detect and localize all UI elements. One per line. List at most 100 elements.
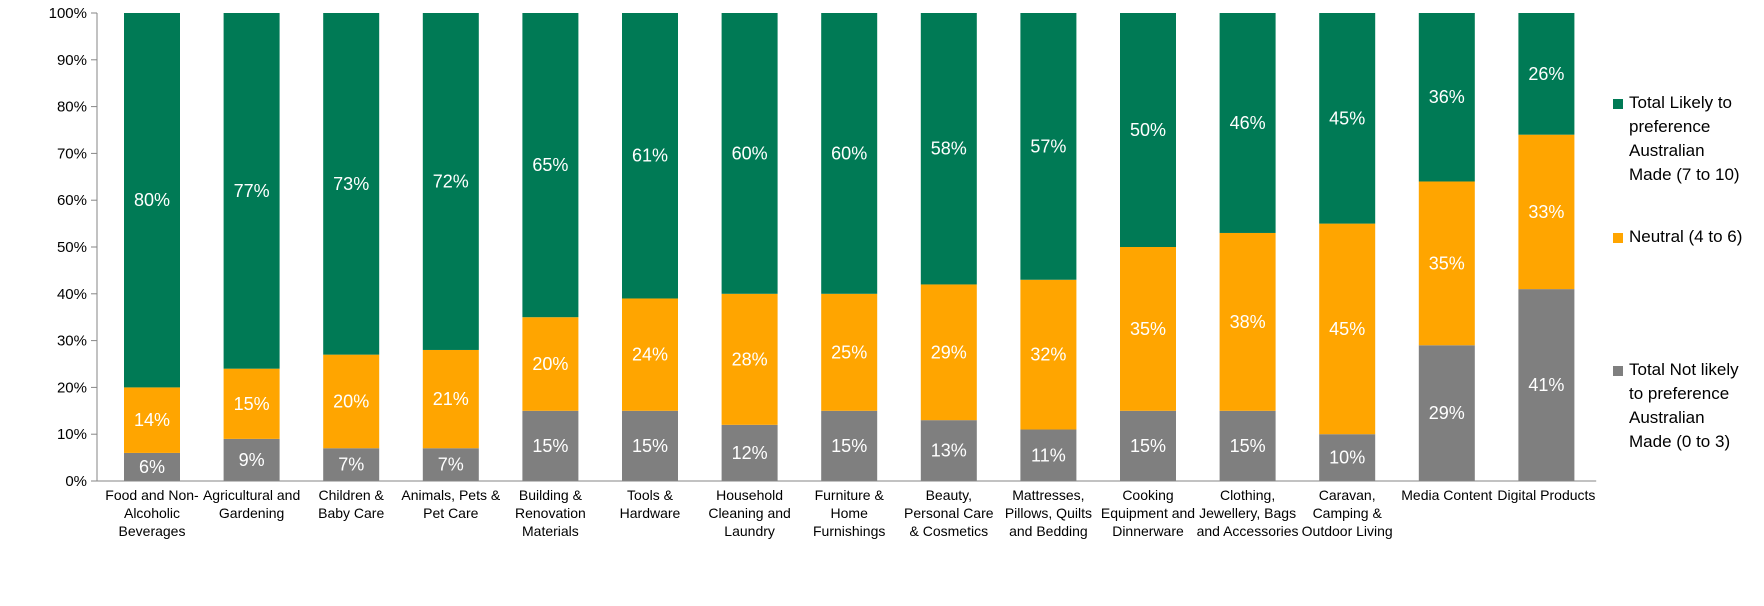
x-category-label: Caravan, Camping & Outdoor Living — [1302, 487, 1393, 539]
bar-segment — [721, 424, 778, 481]
bar-stack: 13% 29% 58% — [920, 13, 977, 481]
data-label: 26% — [1528, 64, 1564, 84]
bar-segment — [1518, 289, 1575, 481]
data-label: 15% — [632, 436, 668, 456]
x-category-label: Agricultural and Gardening — [203, 487, 300, 521]
bar-stack: 11% 32% 57% — [1020, 13, 1077, 481]
data-label: 77% — [234, 181, 270, 201]
bar-stack: 6% 14% 80% — [124, 13, 180, 481]
bar-segment — [1219, 232, 1276, 411]
bar-segment — [522, 410, 579, 481]
bar-segment — [1518, 13, 1575, 135]
x-category-label: Media Content — [1401, 487, 1492, 503]
bar-segment — [323, 13, 380, 355]
legend-swatch — [1613, 99, 1623, 109]
data-label: 15% — [1130, 436, 1166, 456]
bar-segment — [1319, 13, 1376, 224]
data-label: 15% — [234, 394, 270, 414]
data-label: 29% — [931, 342, 967, 362]
x-category-label: Children & Baby Care — [318, 487, 384, 521]
bar-stack: 7% 21% 72% — [422, 13, 479, 481]
data-label: 10% — [1329, 448, 1365, 468]
y-tick-label: 0% — [65, 473, 87, 490]
bar-segment — [920, 284, 977, 421]
bar-segment — [422, 448, 479, 481]
data-label: 46% — [1230, 113, 1266, 133]
x-category-label: Digital Products — [1497, 487, 1595, 503]
bar-segment — [1120, 410, 1176, 481]
bar-stack: 15% 24% 61% — [622, 13, 678, 481]
x-category-label: Beauty, Personal Care & Cosmetics — [904, 487, 994, 539]
bar-segment — [1418, 13, 1475, 182]
x-category-label: Animals, Pets & Pet Care — [401, 487, 500, 521]
legend-label: Total Likely to preference Australian Made … — [1629, 93, 1740, 184]
data-label: 14% — [134, 410, 170, 430]
data-label: 60% — [831, 143, 867, 163]
bar-segment — [920, 13, 977, 285]
data-label: 13% — [931, 441, 967, 461]
bar-segment — [1219, 410, 1276, 481]
bar-segment — [1020, 429, 1077, 481]
y-tick-label: 40% — [57, 286, 87, 303]
legend-label: Total Not likely to preference Australian M… — [1629, 360, 1739, 451]
data-label: 20% — [333, 391, 369, 411]
data-label: 29% — [1429, 403, 1465, 423]
data-label: 35% — [1429, 253, 1465, 273]
data-label: 32% — [1030, 345, 1066, 365]
y-tick-label: 80% — [57, 99, 87, 116]
data-label: 28% — [732, 349, 768, 369]
bar-segment — [1319, 434, 1376, 481]
legend-item: Total Not likely to preference Australian M… — [1613, 360, 1739, 451]
data-label: 24% — [632, 345, 668, 365]
legend: Total Likely to preference Australian Made … — [1613, 93, 1742, 451]
bar-segment — [821, 293, 878, 411]
bar-segment — [821, 410, 878, 481]
bar-segment — [1120, 247, 1176, 411]
data-label: 50% — [1130, 120, 1166, 140]
bar-segment — [124, 387, 180, 453]
data-label: 9% — [239, 450, 265, 470]
data-label: 45% — [1329, 319, 1365, 339]
data-label: 73% — [333, 174, 369, 194]
bar-segment — [1418, 181, 1475, 346]
bar-segment — [522, 13, 579, 318]
data-label: 41% — [1528, 375, 1564, 395]
data-label: 12% — [732, 443, 768, 463]
x-category-label: Mattresses, Pillows, Quilts and Bedding — [1005, 487, 1092, 539]
data-label: 38% — [1230, 312, 1266, 332]
y-tick-label: 30% — [57, 333, 87, 350]
legend-item: Total Likely to preference Australian Made … — [1613, 93, 1740, 184]
data-label: 15% — [1230, 436, 1266, 456]
bar-segment — [124, 452, 180, 481]
data-label: 61% — [632, 146, 668, 166]
y-tick-label: 100% — [49, 5, 87, 22]
bar-segment — [1518, 134, 1575, 290]
bar-segment — [223, 438, 280, 481]
x-category-label: Clothing, Jewellery, Bags and Accessories — [1197, 487, 1299, 539]
data-label: 57% — [1030, 136, 1066, 156]
bar-segment — [622, 298, 678, 411]
y-tick-label: 60% — [57, 192, 87, 209]
bar-segment — [422, 13, 479, 350]
data-label: 58% — [931, 139, 967, 159]
data-label: 15% — [831, 436, 867, 456]
x-axis: Food and Non-Alcoholic BeveragesAgricultu… — [97, 480, 1597, 539]
bar-stack: 15% 35% 50% — [1120, 13, 1176, 481]
data-label: 6% — [139, 457, 165, 477]
data-label: 35% — [1130, 319, 1166, 339]
data-label: 21% — [433, 389, 469, 409]
bar-stack: 7% 20% 73% — [323, 13, 380, 481]
bar-segment — [821, 13, 878, 294]
data-label: 72% — [433, 171, 469, 191]
data-label: 15% — [532, 436, 568, 456]
legend-swatch — [1613, 366, 1623, 376]
bar-segment — [223, 13, 280, 369]
bar-segment — [721, 293, 778, 425]
bar-segment — [124, 13, 180, 388]
bar-stack: 41% 33% 26% — [1518, 13, 1575, 481]
y-tick-label: 10% — [57, 426, 87, 443]
bar-segment — [622, 410, 678, 481]
bar-segment — [522, 317, 579, 411]
